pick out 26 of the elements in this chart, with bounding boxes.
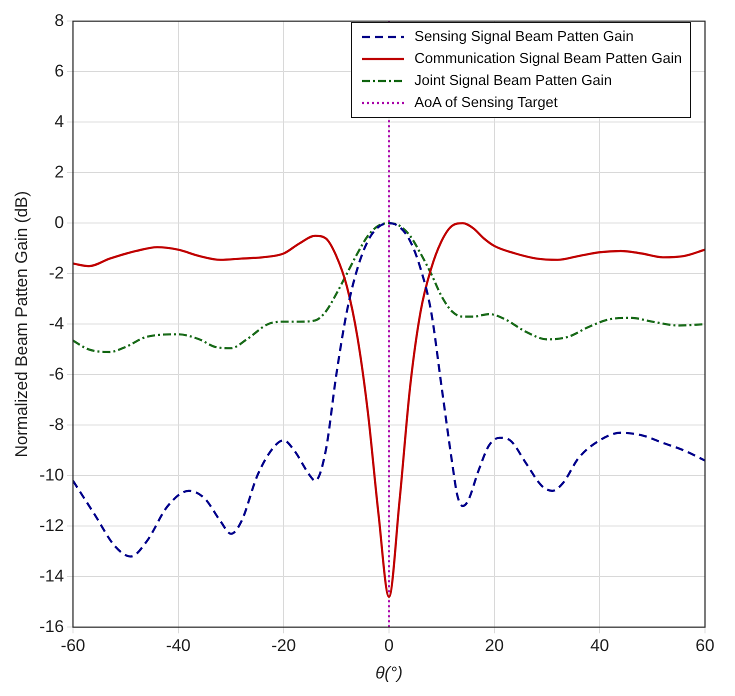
y-tick-label: 2 (54, 162, 64, 182)
y-tick-label: -10 (39, 465, 64, 484)
x-tick-label: 40 (590, 636, 610, 656)
x-tick-label: -60 (60, 636, 86, 656)
legend-label: Communication Signal Beam Patten Gain (414, 51, 682, 67)
x-axis-title: θ(°) (375, 664, 403, 683)
y-tick-label: -14 (39, 566, 64, 586)
y-axis-title: Normalized Beam Patten Gain (dB) (12, 190, 31, 458)
y-tick-label: -8 (48, 414, 64, 434)
y-tick-label: 4 (54, 112, 64, 131)
y-tick-label: -16 (39, 616, 64, 636)
x-tick-label: 0 (384, 636, 394, 656)
x-tick-label: -40 (166, 636, 191, 656)
y-tick-label: -6 (48, 364, 64, 384)
legend-label: Sensing Signal Beam Patten Gain (414, 29, 634, 45)
ref-line-label: AoA of Sensing Target (414, 95, 558, 111)
y-tick-label: 8 (54, 10, 64, 30)
y-tick-label: -4 (48, 314, 64, 333)
y-tick-label: -2 (48, 263, 64, 282)
y-tick-label: -12 (39, 516, 64, 535)
x-tick-label: 20 (484, 636, 504, 656)
y-tick-label: 6 (54, 61, 64, 80)
x-tick-label: -20 (271, 636, 296, 656)
legend-label: Joint Signal Beam Patten Gain (414, 73, 612, 89)
x-tick-label: 60 (696, 636, 714, 656)
y-tick-label: 0 (54, 212, 64, 232)
